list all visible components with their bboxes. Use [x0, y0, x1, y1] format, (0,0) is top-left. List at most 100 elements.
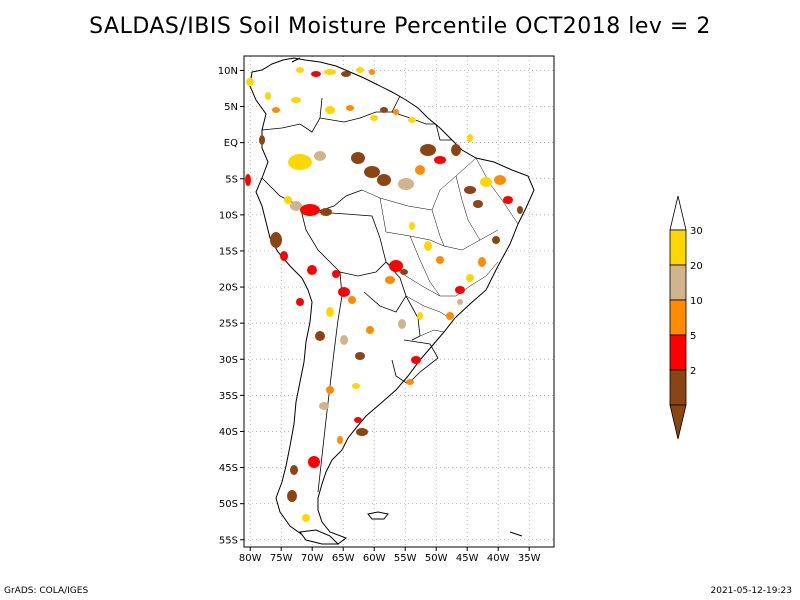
legend-upper-triangle — [669, 195, 687, 231]
shading-patch — [325, 106, 335, 114]
lon-tick-label: 80W — [239, 553, 262, 564]
lat-tick-label: 35S — [219, 391, 238, 402]
shading-patch — [245, 174, 251, 186]
shading-patch — [284, 196, 292, 204]
shading-patch — [288, 154, 312, 170]
lon-tick-label: 75W — [270, 553, 293, 564]
shading-patch — [352, 383, 360, 389]
shading-patch — [272, 107, 280, 113]
legend-label: 30 — [690, 226, 703, 237]
shading-patch — [326, 307, 334, 317]
plot-area: 80W 75W 70W 65W 60W 55W 50W 45W 40W 35W 10N 5N EQ 5S 1… — [218, 55, 555, 564]
shading-patch — [370, 115, 378, 121]
legend-label: 5 — [690, 331, 696, 342]
shading-patch — [369, 69, 375, 75]
lon-tick-label: 50W — [425, 553, 448, 564]
shading-patch — [355, 352, 365, 360]
shading-patch — [446, 312, 454, 320]
lon-tick-label: 35W — [518, 553, 541, 564]
shading-patch — [366, 326, 374, 334]
shading-patch — [503, 196, 513, 204]
shading-patch — [291, 97, 301, 103]
caribbean-islands — [291, 57, 523, 537]
shading-patch — [408, 117, 416, 123]
legend-label: 2 — [690, 366, 696, 377]
legend-swatch — [669, 229, 687, 266]
shading-patch — [319, 402, 329, 410]
shading-patch — [311, 71, 321, 77]
soil-moisture-shading — [245, 67, 523, 522]
tierra-del-fuego — [299, 529, 340, 545]
falkland-islands — [367, 511, 389, 520]
shading-patch — [351, 152, 365, 164]
legend-swatch — [669, 369, 687, 406]
shading-patch — [280, 251, 288, 261]
shading-patch — [296, 67, 304, 73]
shading-patch — [324, 69, 336, 75]
footer-credit: GrADS: COLA/IGES — [4, 586, 89, 596]
lat-tick-label: 15S — [219, 246, 238, 257]
shading-patch — [246, 78, 254, 86]
lat-tick-label: 5N — [224, 102, 238, 113]
shading-patch — [436, 256, 444, 264]
shading-patch — [308, 456, 320, 468]
legend-label: 10 — [690, 296, 703, 307]
shading-patch — [338, 287, 350, 297]
shading-patch — [302, 514, 310, 522]
color-legend: 30 20 10 5 2 — [669, 195, 703, 440]
shading-patch — [320, 208, 332, 216]
shading-patch — [348, 296, 356, 304]
shading-patch — [377, 174, 391, 186]
shading-patch — [385, 276, 395, 284]
shading-patch — [409, 222, 415, 230]
shading-patch — [393, 109, 399, 115]
shading-patch — [346, 105, 354, 111]
shading-patch — [290, 201, 302, 211]
shading-patch — [400, 269, 408, 275]
lat-tick-label: 10S — [219, 210, 238, 221]
shading-patch — [473, 200, 483, 208]
shading-patch — [464, 186, 476, 194]
lat-tick-label: 50S — [219, 499, 238, 510]
legend-swatch — [669, 264, 687, 301]
shading-patch — [300, 204, 320, 216]
lon-tick-label: 45W — [456, 553, 479, 564]
shading-patch — [259, 135, 265, 145]
shading-patch — [406, 379, 414, 385]
lat-tick-label: 30S — [219, 355, 238, 366]
shading-patch — [356, 67, 364, 73]
lat-tick-label: 20S — [219, 283, 238, 294]
shading-patch — [451, 144, 461, 156]
shading-patch — [315, 331, 325, 341]
shading-patch — [492, 236, 500, 244]
lon-tick-label: 60W — [363, 553, 386, 564]
shading-patch — [466, 274, 474, 282]
state-borders — [361, 157, 519, 337]
shading-patch — [265, 92, 271, 100]
shading-patch — [457, 299, 463, 305]
lon-tick-label: 55W — [394, 553, 417, 564]
lat-tick-label: 40S — [219, 427, 238, 438]
shading-patch — [340, 335, 348, 345]
shading-patch — [420, 144, 436, 156]
lon-tick-label: 65W — [332, 553, 355, 564]
lat-tick-label: 10N — [218, 66, 238, 77]
shading-patch — [287, 490, 297, 502]
shading-patch — [424, 241, 432, 251]
lon-tick-label: 70W — [301, 553, 324, 564]
shading-patch — [270, 232, 282, 248]
shading-patch — [326, 386, 334, 394]
plot-frame — [243, 55, 555, 548]
shading-patch — [290, 465, 298, 475]
map-title: SALDAS/IBIS Soil Moisture Percentile OCT… — [89, 14, 711, 39]
shading-patch — [467, 134, 473, 142]
shading-patch — [415, 165, 425, 175]
lat-tick-label: 45S — [219, 463, 238, 474]
legend-swatch — [669, 299, 687, 336]
south-america-coastline — [249, 57, 535, 545]
shading-patch — [296, 298, 304, 306]
shading-patch — [307, 265, 317, 275]
axis-ticks: 80W 75W 70W 65W 60W 55W 50W 45W 40W 35W 10N 5N EQ 5S 1… — [218, 66, 541, 564]
shading-patch — [398, 319, 406, 329]
